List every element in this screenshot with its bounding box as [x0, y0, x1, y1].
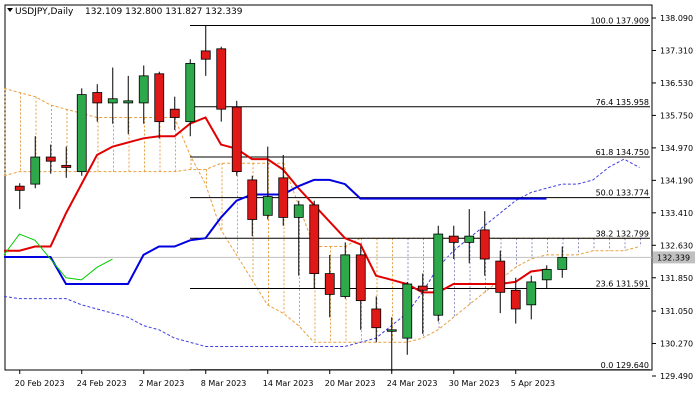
fib-level-label: 50.0 133.774 — [596, 189, 649, 198]
candle-body — [464, 235, 475, 243]
candles-layer — [14, 25, 568, 372]
candle-body — [138, 75, 149, 104]
y-tick-label: 132.630 — [660, 241, 693, 250]
timeframe-name: Daily — [51, 7, 74, 17]
symbol-name: USDJPY — [15, 7, 48, 17]
indicator-lines-layer — [3, 116, 547, 294]
y-axis: 138.090 137.310 136.530 135.750 134.970 134.1… — [652, 14, 695, 381]
y-tick-label: 131.850 — [660, 274, 693, 283]
ohlc-close: 132.339 — [205, 7, 242, 17]
indicator-line — [3, 233, 113, 281]
x-axis: 20 Feb 2023 24 Feb 2023 2 Mar 2023 8 Mar 20… — [15, 370, 555, 388]
candle-body — [417, 285, 428, 291]
ohlc-header: 132.109 132.800 131.827 132.339 — [85, 7, 243, 17]
chart-title-symbol: USDJPY,Daily — [15, 7, 74, 17]
candle-body — [216, 48, 227, 110]
fib-level-label: 0.0 129.640 — [601, 361, 649, 370]
y-tick-label: 134.970 — [660, 144, 693, 153]
kumo-boundary-line — [3, 158, 640, 347]
candle-body — [371, 308, 382, 329]
x-tick-label: 24 Mar 2023 — [387, 379, 438, 388]
x-tick-label: 20 Feb 2023 — [15, 379, 65, 388]
candle-body — [448, 235, 459, 243]
x-tick-label: 24 Feb 2023 — [77, 379, 127, 388]
candle-body — [92, 92, 103, 104]
symbol-dropdown-icon[interactable] — [7, 8, 13, 12]
candle-body — [30, 156, 41, 185]
candle-body — [355, 254, 366, 302]
candle-body — [231, 106, 242, 173]
candle-body — [123, 100, 134, 104]
candle-body — [324, 273, 335, 295]
candle-body — [309, 204, 320, 274]
candle-body — [14, 185, 25, 191]
y-tick-label: 135.750 — [660, 111, 693, 120]
candle-body — [526, 281, 537, 306]
current-price-box — [653, 251, 695, 264]
candle-body — [495, 260, 506, 293]
candle-body — [433, 233, 444, 316]
candle-body — [557, 256, 568, 270]
fib-level-label: 76.4 135.958 — [596, 98, 649, 107]
candle-body — [76, 94, 87, 173]
candle-body — [107, 98, 118, 104]
x-tick-label: 14 Mar 2023 — [263, 379, 314, 388]
senkou-span-b-line — [3, 87, 640, 343]
indicator-line — [4, 116, 547, 294]
candle-body — [185, 62, 196, 123]
candle-body — [262, 196, 273, 216]
x-tick-label: 5 Apr 2023 — [511, 379, 555, 388]
candle-body — [154, 73, 165, 123]
fib-level-label: 100.0 137.909 — [590, 17, 649, 26]
fib-level-label: 23.6 131.591 — [596, 280, 649, 289]
candle-body — [200, 50, 211, 60]
x-tick-label: 20 Mar 2023 — [325, 379, 376, 388]
candle-body — [402, 283, 413, 339]
plot-frame — [4, 4, 653, 371]
candle-body — [278, 177, 289, 218]
candle-body — [479, 229, 490, 260]
y-tick-label: 129.490 — [660, 372, 693, 381]
candle-body — [510, 289, 521, 310]
x-tick-label: 8 Mar 2023 — [201, 379, 247, 388]
candle-body — [293, 204, 304, 218]
ohlc-high: 132.800 — [125, 7, 162, 17]
indicator-line — [4, 178, 547, 286]
candle-body — [61, 164, 72, 168]
fib-level-label: 38.2 132.799 — [596, 229, 649, 238]
candle-body — [45, 156, 56, 162]
ohlc-open: 132.109 — [85, 7, 122, 17]
y-tick-label: 137.310 — [660, 46, 693, 55]
candle-body — [541, 269, 552, 281]
y-tick-label: 138.090 — [660, 14, 693, 23]
fib-level-label: 61.8 134.750 — [596, 148, 649, 157]
current-price-label: 132.339 — [657, 253, 690, 262]
y-tick-label: 130.270 — [660, 340, 693, 349]
ohlc-low: 131.827 — [165, 7, 202, 17]
x-tick-label: 30 Mar 2023 — [449, 379, 500, 388]
y-tick-label: 131.050 — [660, 307, 693, 316]
y-tick-label: 133.410 — [660, 209, 693, 218]
candle-body — [386, 329, 397, 332]
y-tick-label: 136.530 — [660, 79, 693, 88]
candle-body — [340, 254, 351, 297]
candle-body — [247, 179, 258, 220]
y-tick-label: 134.190 — [660, 176, 693, 185]
candle-body — [169, 108, 180, 118]
x-tick-label: 2 Mar 2023 — [139, 379, 185, 388]
